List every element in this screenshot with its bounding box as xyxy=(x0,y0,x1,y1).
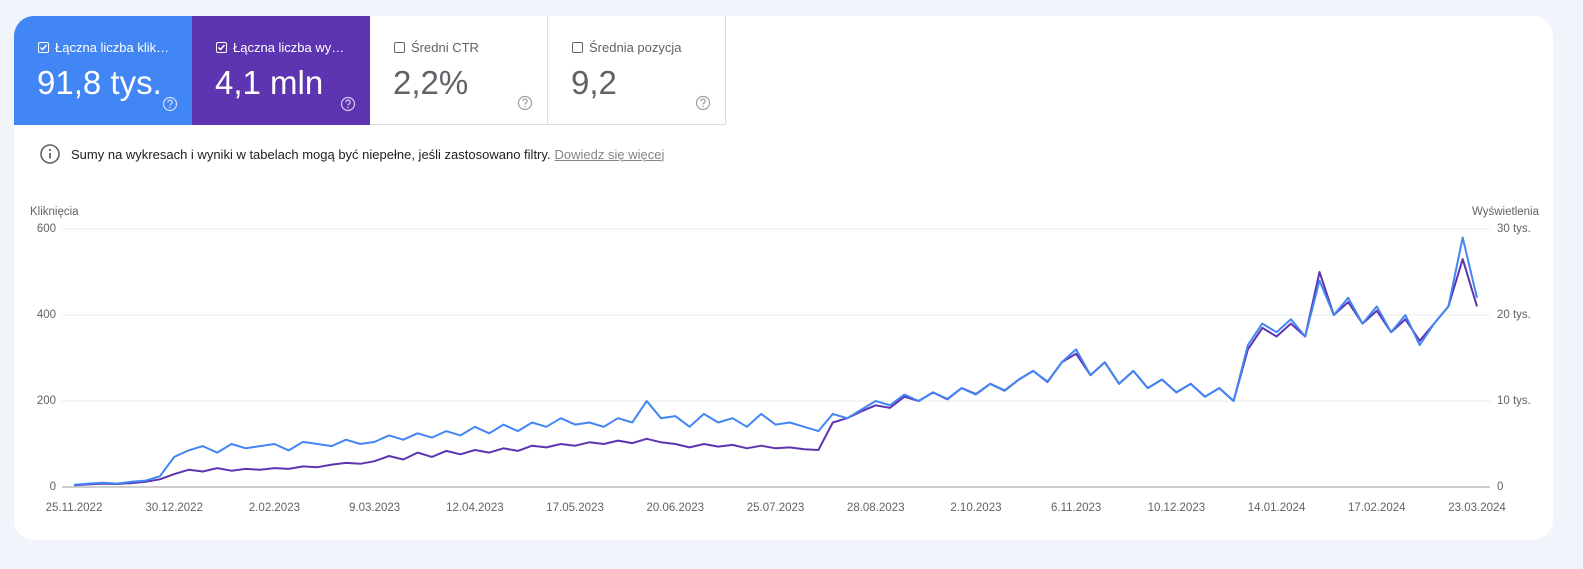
metric-label: Średni CTR xyxy=(411,40,479,55)
info-icon xyxy=(40,144,60,164)
x-tick-label: 10.12.2023 xyxy=(1148,502,1206,514)
metric-tile[interactable]: Łączna liczba wy… 4,1 mln xyxy=(192,16,370,125)
y-tick-label: 600 xyxy=(37,223,56,235)
y2-tick-label: 10 tys. xyxy=(1497,395,1531,407)
y-tick-label: 0 xyxy=(50,481,56,493)
y-tick-label: 400 xyxy=(37,309,56,321)
help-icon[interactable] xyxy=(695,95,711,111)
performance-panel: Łączna liczba klik… 91,8 tys. Łączna liczb… xyxy=(14,16,1553,540)
check-mark xyxy=(39,44,48,51)
x-tick-label: 25.11.2022 xyxy=(46,502,103,514)
notice: Sumy na wykresach i wyniki w tabelach mo… xyxy=(39,143,664,165)
y2-axis-title: Wyświetlenia xyxy=(1472,206,1540,218)
metric-label: Łączna liczba wy… xyxy=(233,40,345,55)
checkbox[interactable] xyxy=(572,42,583,53)
help-icon[interactable] xyxy=(162,96,178,112)
metric-label-row: Średnia pozycja xyxy=(572,40,682,55)
y2-tick-label: 30 tys. xyxy=(1497,223,1531,235)
x-tick-label: 17.02.2024 xyxy=(1348,502,1406,514)
x-tick-label: 30.12.2022 xyxy=(145,502,203,514)
checkbox[interactable] xyxy=(216,42,227,53)
series-line xyxy=(73,258,1478,487)
metric-value: 91,8 tys. xyxy=(37,64,162,101)
metric-tile[interactable]: Średnia pozycja 9,2 xyxy=(548,16,726,125)
x-tick-label: 12.04.2023 xyxy=(446,502,504,514)
metric-label: Łączna liczba klik… xyxy=(55,40,170,55)
metric-value: 2,2% xyxy=(393,64,469,101)
y2-tick-label: 0 xyxy=(1497,481,1503,493)
metric-value: 9,2 xyxy=(571,64,617,101)
help-icon[interactable] xyxy=(340,96,356,112)
metric-tile[interactable]: Średni CTR 2,2% xyxy=(370,16,548,125)
check-mark xyxy=(217,44,226,51)
help-icon[interactable] xyxy=(517,95,533,111)
x-tick-label: 2.10.2023 xyxy=(950,502,1001,514)
learn-more-link[interactable]: Dowiedz się więcej xyxy=(554,146,665,162)
notice-text: Sumy na wykresach i wyniki w tabelach mo… xyxy=(71,146,551,162)
x-tick-label: 28.08.2023 xyxy=(847,502,905,514)
checkbox[interactable] xyxy=(394,42,405,53)
x-tick-label: 2.02.2023 xyxy=(249,502,300,514)
series-line xyxy=(73,236,1478,486)
x-tick-label: 25.07.2023 xyxy=(747,502,805,514)
metric-label-row: Łączna liczba klik… xyxy=(38,40,169,55)
x-tick-label: 6.11.2023 xyxy=(1051,502,1101,514)
y2-tick-label: 20 tys. xyxy=(1497,309,1531,321)
x-tick-label: 20.06.2023 xyxy=(647,502,705,514)
metric-label-row: Łączna liczba wy… xyxy=(216,40,344,55)
y-axis-title: Kliknięcia xyxy=(30,206,79,218)
metric-label: Średnia pozycja xyxy=(589,40,682,55)
x-tick-label: 14.01.2024 xyxy=(1248,502,1306,514)
x-tick-label: 9.03.2023 xyxy=(349,502,400,514)
metric-tile[interactable]: Łączna liczba klik… 91,8 tys. xyxy=(14,16,192,125)
metric-value: 4,1 mln xyxy=(215,64,324,101)
metric-tiles: Łączna liczba klik… 91,8 tys. Łączna liczb… xyxy=(14,16,726,125)
y-tick-label: 200 xyxy=(37,395,56,407)
x-tick-label: 17.05.2023 xyxy=(546,502,604,514)
checkbox[interactable] xyxy=(38,42,49,53)
metric-label-row: Średni CTR xyxy=(394,40,479,55)
x-tick-label: 23.03.2024 xyxy=(1448,502,1506,514)
